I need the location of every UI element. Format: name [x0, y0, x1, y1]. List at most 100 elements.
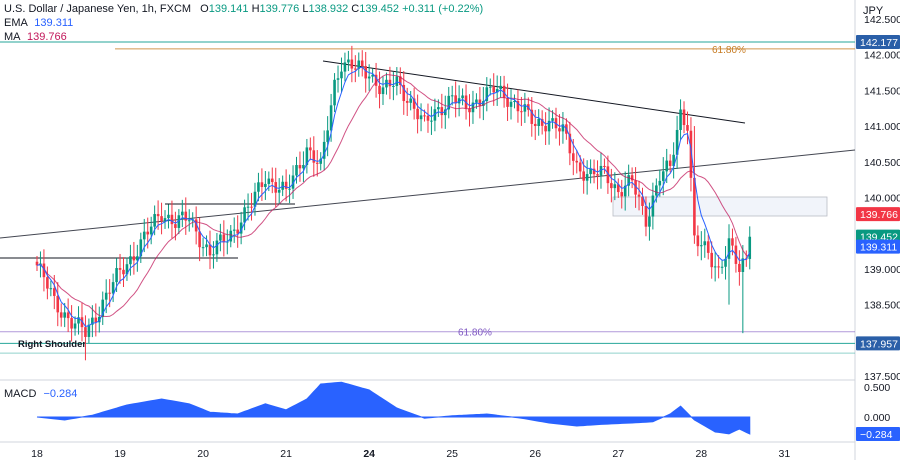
candle-body — [585, 174, 589, 181]
time-tick-label: 26 — [529, 448, 541, 460]
candle-body — [623, 185, 627, 197]
ema-line — [36, 66, 751, 327]
price-tag — [856, 207, 900, 222]
ma-label: MA — [4, 31, 20, 43]
candle-body — [637, 194, 641, 197]
candle-body — [596, 174, 599, 176]
candle-body — [409, 98, 412, 103]
price-tag-label: 142.177 — [860, 37, 898, 49]
candle-body — [46, 277, 49, 289]
candle-body — [122, 269, 125, 275]
ohlc-close-label: C — [351, 3, 360, 15]
candle-body — [94, 317, 98, 323]
ema-legend[interactable]: EMA 139.311 — [4, 17, 73, 30]
candle-body — [665, 160, 669, 172]
time-tick-label: 31 — [779, 448, 791, 460]
candle-body — [405, 101, 409, 103]
candle-body — [77, 317, 80, 324]
candle-body — [374, 74, 378, 86]
candle-body — [447, 95, 451, 110]
candle-body — [333, 79, 336, 106]
candle-body — [599, 165, 603, 176]
candle-body — [440, 107, 444, 116]
candle-body — [111, 282, 115, 294]
candle-body — [322, 141, 326, 159]
candle-body — [748, 236, 752, 259]
candle-body — [163, 218, 167, 221]
candle-body — [724, 258, 727, 267]
candle-body — [160, 216, 163, 221]
candle-body — [741, 258, 745, 272]
candle-body — [142, 231, 146, 240]
candle-body — [720, 266, 724, 268]
candle-body — [558, 128, 561, 132]
candle-body — [426, 115, 430, 121]
candle-body — [738, 263, 741, 272]
candle-body — [385, 79, 388, 88]
candle-body — [97, 316, 101, 323]
candle-body — [575, 160, 579, 163]
candle-body — [402, 84, 406, 102]
candle-body — [104, 292, 108, 300]
currency-label[interactable]: JPY — [863, 5, 884, 17]
candle-body — [56, 295, 60, 313]
candle-body — [578, 162, 582, 172]
candle-body — [703, 241, 707, 246]
price-tag — [856, 239, 900, 254]
ma-legend[interactable]: MA 139.766 — [4, 31, 67, 44]
candle-body — [606, 166, 610, 184]
symbol-title: U.S. Dollar / Japanese Yen, 1h, FXCM — [4, 3, 192, 15]
candle-body — [222, 234, 226, 243]
candle-body — [108, 292, 111, 294]
candle-body — [592, 168, 596, 175]
candle-body — [696, 235, 700, 247]
candle-body — [367, 76, 371, 79]
candle-body — [319, 158, 323, 164]
candle-body — [326, 130, 329, 142]
candle-body — [443, 109, 447, 116]
candle-body — [129, 256, 132, 265]
price-tick-label: 141.000 — [864, 121, 900, 133]
candle-body — [495, 89, 499, 93]
candle-body — [717, 266, 720, 268]
candle-body — [208, 244, 212, 256]
ohlc-low-label: L — [302, 3, 309, 15]
candle-body — [250, 206, 253, 208]
candle-body — [91, 317, 94, 325]
time-tick-label: 19 — [114, 448, 126, 460]
time-tick-label: 21 — [280, 448, 292, 460]
ohlc-open-value: 139.141 — [208, 3, 249, 15]
candle-body — [239, 222, 243, 234]
candle-body — [488, 86, 492, 88]
macd-tick-label: 0.500 — [864, 382, 890, 394]
macd-legend[interactable]: MACD −0.284 — [4, 388, 77, 401]
candle-body — [433, 109, 437, 121]
candle-body — [416, 108, 419, 120]
candle-body — [260, 182, 264, 187]
candle-body — [461, 95, 464, 99]
candle-body — [302, 164, 305, 169]
candle-body — [530, 109, 534, 124]
candle-body — [156, 214, 160, 217]
candle-body — [713, 266, 717, 268]
price-tag — [856, 336, 900, 351]
fib-label-lower: 61.80% — [458, 328, 492, 339]
candle-body — [478, 99, 482, 106]
change-value: +0.311 (+0.22%) — [402, 3, 484, 15]
candle-body — [533, 123, 537, 126]
price-tick-label: 142.000 — [864, 50, 900, 62]
ohlc-open-label: O — [200, 3, 209, 15]
candle-body — [658, 180, 662, 186]
candle-body — [136, 256, 139, 261]
candle-body — [194, 219, 198, 232]
candle-body — [412, 98, 416, 109]
candle-body — [212, 254, 215, 256]
candle-body — [298, 165, 302, 169]
candle-body — [686, 125, 689, 131]
time-tick-label: 24 — [363, 448, 375, 460]
candle-body — [634, 180, 637, 195]
price-tick-label: 138.500 — [864, 300, 900, 312]
candle-body — [277, 189, 281, 193]
candle-body — [661, 171, 665, 181]
